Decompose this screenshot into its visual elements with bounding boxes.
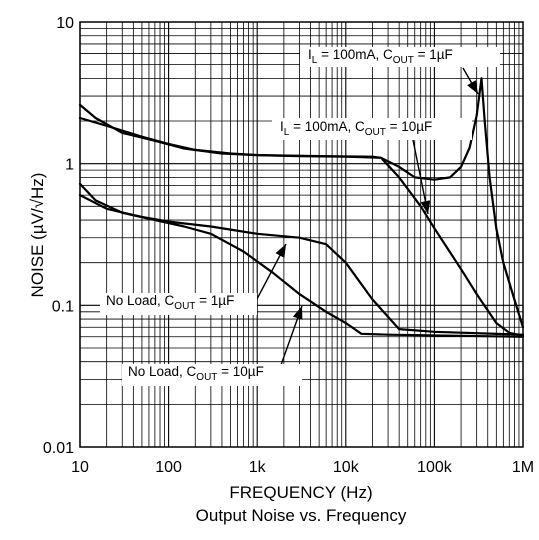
annotation-label-bg	[300, 47, 500, 67]
annotation-label-bg	[122, 364, 302, 386]
y-axis-label: NOISE (µV/√Hz)	[28, 173, 47, 298]
annotation-label-bg	[100, 293, 257, 315]
x-tick-label: 10	[71, 459, 89, 476]
x-tick-label: 1k	[249, 459, 267, 476]
tick-labels: 10 100 1k 10k 100k 1M 0.01 0.1 1 10	[43, 15, 534, 476]
x-tick-label: 100k	[417, 459, 453, 476]
annotation-label: No Load, COUT = 1µF	[106, 293, 234, 312]
chart-title: Output Noise vs. Frequency	[196, 506, 407, 525]
y-tick-label: 1	[65, 157, 74, 174]
annotation-arrowhead	[467, 80, 478, 94]
series-il100ma-cout1uf	[78, 77, 525, 329]
y-tick-label: 0.01	[43, 440, 74, 457]
annotation-arrowhead	[420, 200, 431, 214]
annotation-label-bg	[272, 118, 472, 140]
y-tick-label: 10	[56, 15, 74, 32]
x-tick-label: 1M	[512, 459, 534, 476]
x-tick-label: 10k	[333, 459, 360, 476]
series-lines	[78, 77, 525, 338]
annotations: IL = 100mA, COUT = 1µF IL = 100mA, COUT =…	[100, 47, 500, 386]
annotation-label: IL = 100mA, COUT = 10µF	[280, 119, 432, 138]
annotation-arrowhead	[292, 306, 303, 320]
x-axis-label: FREQUENCY (Hz)	[229, 483, 372, 502]
y-tick-label: 0.1	[52, 298, 74, 315]
annotation-label: No Load, COUT = 10µF	[128, 364, 264, 383]
series-il100ma-cout10uf	[78, 103, 525, 337]
x-tick-label: 100	[155, 459, 182, 476]
annotation-arrowhead	[275, 244, 286, 258]
series-noload-cout10uf	[78, 182, 525, 338]
annotation-label: IL = 100mA, COUT = 1µF	[308, 47, 453, 66]
plot-frame	[79, 21, 524, 448]
